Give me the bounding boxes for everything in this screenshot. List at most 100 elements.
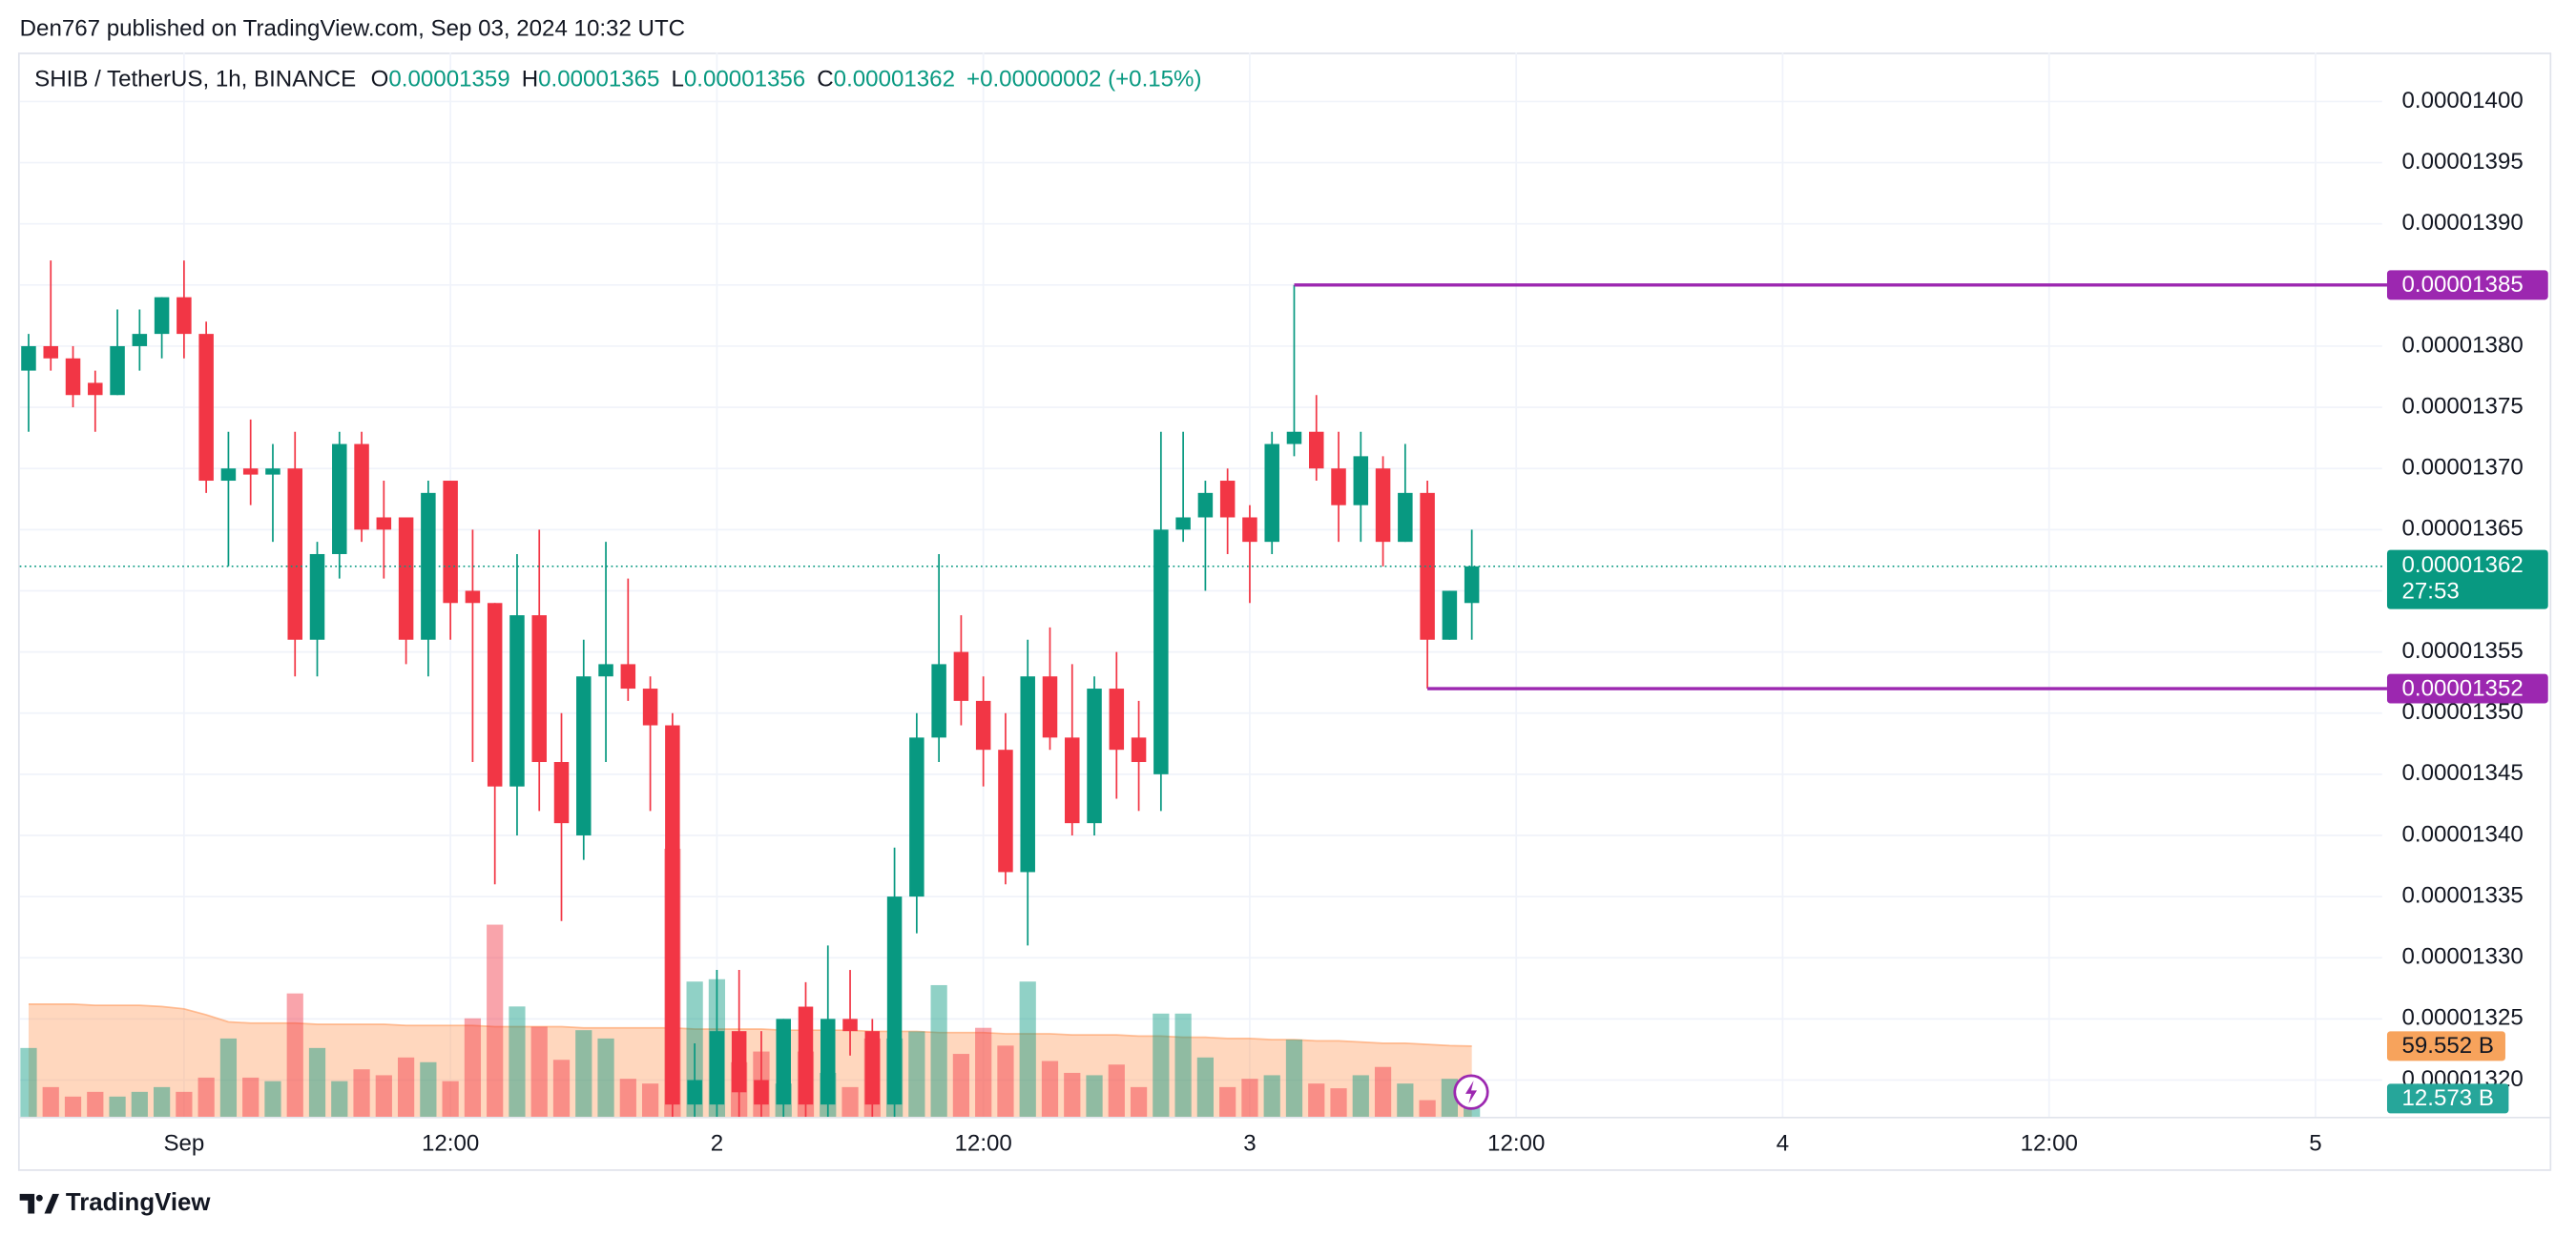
candle-body [821,1019,836,1105]
volume-bar [1374,1066,1392,1117]
volume-bar [619,1079,636,1117]
volume-bar [109,1096,126,1117]
x-tick-label: Sep [163,1131,204,1157]
x-tick-label: 2 [711,1131,723,1157]
x-tick-label: 4 [1776,1131,1789,1157]
candle-body [309,553,325,640]
candle-body [1464,566,1480,604]
candle-body [220,468,237,482]
candle-body [931,664,946,738]
volume-bar [552,1060,571,1117]
candle-body [1242,517,1257,543]
volume-bar [1330,1088,1347,1117]
candle-body [642,689,658,726]
y-tick-label: 0.00001330 [2401,944,2523,970]
volume-bar [353,1069,370,1117]
y-tick-label: 0.00001380 [2401,332,2523,358]
volume-bar [64,1096,82,1117]
candle-body [909,737,924,897]
candle-body [110,345,125,396]
candle-body [1219,481,1236,518]
candle-body [509,615,525,787]
volume-bar [464,1018,482,1117]
candle-body [1153,529,1169,774]
y-tick-label: 0.00001395 [2401,149,2523,175]
change: +0.00000002 (+0.15%) [966,67,1201,93]
candle-body [1197,492,1214,518]
volume-bar [1308,1083,1325,1117]
volume-bar [1263,1075,1280,1117]
y-tick-label: 0.00001325 [2401,1005,2523,1031]
volume-bar [442,1081,459,1117]
ohlc-letter: C [817,67,833,93]
volume-label: 12.573 B [2401,1085,2493,1111]
candle-body [376,517,392,530]
y-tick-label: 0.00001365 [2401,516,2523,542]
candle-body [354,443,369,530]
x-tick-label: 12:00 [1487,1131,1545,1157]
candle-body [265,468,280,475]
candle-body [1331,468,1346,505]
candle-body [198,334,214,482]
candle-body [21,345,36,371]
volume-bar [1241,1079,1258,1117]
ohlc-letter: H [522,67,538,93]
y-tick-label: 0.00001350 [2401,699,2523,725]
candle-body [1264,443,1279,543]
alert-icon[interactable] [1453,1074,1489,1110]
candle-body [598,664,613,677]
candle-body [465,590,481,604]
candle-body [1375,468,1391,543]
volume-bar [219,1038,238,1117]
logo-shape [19,1193,35,1214]
alert-bolt[interactable] [1465,1081,1478,1104]
volume-bar [1174,1013,1192,1117]
volume-bar [641,1083,659,1117]
candle-body [953,651,969,701]
volume-bar [1397,1083,1414,1117]
volume-bar [176,1091,193,1117]
y-tick-label: 0.00001340 [2401,821,2523,847]
countdown: 27:53 [2401,579,2459,605]
candle-body [1309,431,1324,469]
candle-body [620,664,636,690]
y-tick-label: 0.00001370 [2401,455,2523,481]
volume-bar [420,1061,437,1117]
candle-body [421,492,436,640]
price-line-label: 0.00001385 [2401,272,2523,298]
candle-body [287,468,302,640]
candle-body [731,1031,747,1093]
last-price-box [2386,549,2548,609]
volume-bar [975,1027,992,1117]
x-tick-label: 12:00 [955,1131,1012,1157]
volume-bar [42,1086,59,1117]
candle-body [687,1080,702,1105]
x-tick-label: 12:00 [2021,1131,2078,1157]
volume-label-box [2386,1083,2509,1114]
volume-bar [375,1075,392,1117]
volume-bar [286,993,303,1117]
volume-bar [997,1045,1014,1117]
candle-body [332,443,347,554]
candle-body [886,896,903,1105]
volume-bar [153,1086,171,1117]
candle-body [1420,492,1435,640]
candle-body [576,676,592,835]
ohlc-letter: O [371,67,389,93]
candle-body [1398,492,1413,543]
ohlc-letter: L [672,67,684,93]
candle-body [43,345,58,359]
x-tick-label: 3 [1243,1131,1256,1157]
candle-body [842,1019,858,1032]
logo-shape [44,1193,59,1214]
candle-body [531,615,547,763]
ohlc-value: 0.00001356 [684,67,805,93]
candle-body [1020,676,1035,873]
candle-body [1175,517,1191,530]
candle-body [65,358,81,396]
y-tick-label: 0.00001375 [2401,393,2523,419]
candle-body [709,1031,725,1105]
price-line-label-box [2386,270,2548,300]
candle-body [132,334,148,346]
last-price-label: 0.00001362 [2401,552,2523,578]
